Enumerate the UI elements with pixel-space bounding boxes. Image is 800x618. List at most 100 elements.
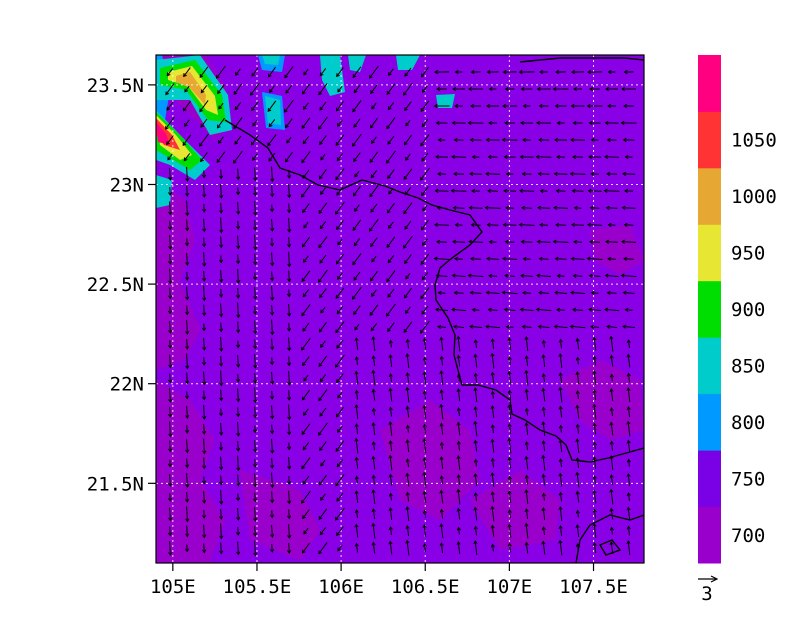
- wind-vector-head-474: [609, 335, 614, 340]
- wind-vector-head-564: [235, 413, 241, 418]
- wind-vector-head-347: [353, 276, 358, 281]
- wind-vector-217: [519, 190, 535, 192]
- wind-vector-807: [559, 540, 563, 556]
- wind-vector-head-101: [451, 120, 456, 126]
- wind-vector-head-485: [318, 362, 323, 367]
- wind-vector-head-632: [439, 441, 444, 446]
- wind-vector-head-693: [524, 474, 529, 479]
- wind-vector-393: [186, 305, 188, 315]
- wind-vector-648: [237, 455, 239, 471]
- wind-vector-head-223: [624, 188, 629, 194]
- wind-vector-495: [491, 353, 495, 369]
- wind-vector-head-418: [604, 307, 609, 312]
- wind-vector-542: [337, 391, 343, 399]
- wind-vector-head-569: [319, 412, 324, 417]
- wind-vector-head-268: [434, 222, 439, 227]
- wind-vector-head-810: [609, 541, 614, 546]
- wind-vector-head-461: [388, 339, 393, 344]
- wind-vector-503: [627, 354, 631, 368]
- wind-vector-694: [542, 474, 546, 486]
- wind-vector-head-718: [473, 492, 478, 497]
- wind-vector-head-335: [623, 256, 628, 262]
- wind-vector-head-151: [353, 158, 357, 163]
- lon-axis: 105E 105.5E 106E 106.5E 107E 107.5E: [150, 563, 628, 598]
- wind-vector-head-41: [386, 90, 391, 95]
- wind-vector-head-763: [287, 534, 292, 539]
- wind-vector-head-575: [422, 404, 427, 409]
- wind-vector-head-27: [623, 69, 628, 75]
- wind-vector-head-3: [216, 74, 220, 79]
- wind-vector-head-279: [623, 222, 628, 228]
- wind-vector-376: [371, 289, 377, 297]
- wind-vector-641: [594, 442, 596, 450]
- wind-vector-757: [186, 525, 188, 537]
- wind-vector-127: [420, 134, 430, 146]
- wind-vector-head-678: [270, 484, 275, 489]
- wind-vectors: [165, 65, 637, 557]
- wind-vector-774: [475, 526, 477, 536]
- wind-vector-head-237: [386, 209, 391, 214]
- wind-vector-head-432: [370, 327, 375, 332]
- wind-vector-head-598: [337, 428, 341, 433]
- wind-vector-714: [407, 492, 409, 502]
- wind-vector-head-126: [403, 141, 408, 146]
- wind-vector-head-685: [388, 473, 393, 478]
- wind-vector-265: [388, 221, 394, 229]
- wind-vector-head-179: [354, 173, 359, 178]
- wind-vector-213: [451, 190, 467, 192]
- wind-vector-head-448: [167, 344, 173, 349]
- wind-vector-436: [437, 326, 447, 328]
- wind-vector-788: [237, 541, 239, 555]
- wind-vector-head-66: [335, 107, 340, 112]
- wind-vector-349: [386, 270, 396, 282]
- wind-vector-738: [335, 507, 345, 521]
- wind-vector-780: [576, 524, 580, 538]
- wind-vector-head-291: [353, 242, 358, 247]
- wind-vector-head-442: [537, 324, 542, 329]
- wind-vector-head-93: [318, 125, 322, 130]
- wind-vector-head-397: [252, 310, 258, 315]
- wind-vector-557: [593, 389, 597, 401]
- wind-vector-head-33: [250, 91, 254, 96]
- wind-vector-head-158: [471, 154, 476, 160]
- wind-vector-head-112: [166, 141, 170, 146]
- wind-vector-head-188: [505, 171, 510, 177]
- wind-vector-486: [335, 354, 345, 368]
- wind-vector-head-788: [236, 551, 241, 556]
- lat-tick-label-2: 22.5N: [87, 274, 144, 296]
- wind-vector-169: [186, 166, 188, 182]
- wind-vector-head-261: [319, 225, 324, 230]
- wind-vector-385: [522, 292, 532, 294]
- wind-vector-head-682: [335, 482, 339, 487]
- wind-vector-head-453: [252, 345, 258, 350]
- wind-vector-head-487: [354, 356, 359, 361]
- wind-vector-head-651: [287, 465, 292, 470]
- wind-vector-head-163: [556, 154, 560, 160]
- wind-vector-120: [302, 136, 310, 144]
- wind-vector-227: [220, 202, 222, 214]
- wind-vector-head-253: [185, 227, 190, 232]
- wind-vector-head-577: [456, 407, 461, 412]
- wind-vector-head-167: [624, 154, 629, 160]
- wind-vector-756: [169, 526, 171, 536]
- wind-vector-head-59: [218, 105, 223, 110]
- wind-vector-head-590: [201, 430, 207, 435]
- wind-vector-494: [474, 354, 478, 368]
- wind-vector-511: [288, 370, 290, 386]
- wind-vector-head-328: [502, 256, 507, 261]
- wind-vector-599: [355, 423, 359, 435]
- wind-vector-head-289: [318, 244, 322, 249]
- wind-vector-118: [267, 134, 277, 146]
- wind-vector-660: [440, 456, 444, 470]
- wind-vector-363: [621, 275, 637, 277]
- wind-vector-head-105: [520, 120, 524, 126]
- wind-vector-head-600: [371, 422, 376, 427]
- wind-vector-609: [525, 422, 529, 436]
- wind-vector-614: [610, 422, 614, 436]
- wind-vector-664: [508, 457, 512, 469]
- wind-vector-head-159: [487, 154, 492, 160]
- wind-vector-head-142: [200, 158, 204, 163]
- wind-vector-head-511: [287, 381, 292, 386]
- wind-vector-head-139: [622, 137, 627, 143]
- wind-vector-head-551: [490, 390, 495, 395]
